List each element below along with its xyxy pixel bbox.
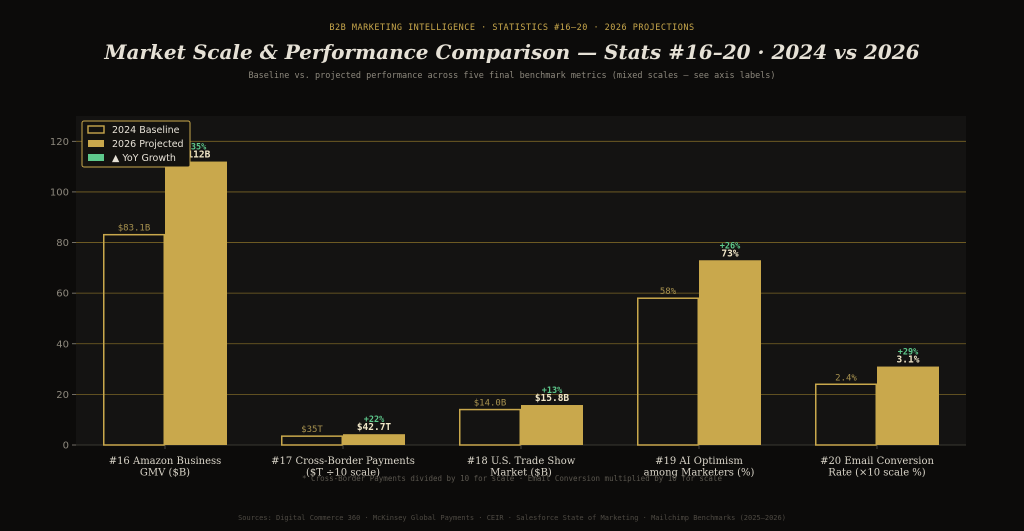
growth-label: +26%	[720, 241, 741, 251]
growth-label: +29%	[898, 348, 919, 358]
chart-kicker: B2B MARKETING INTELLIGENCE · STATISTICS …	[329, 23, 695, 33]
bar-2024-baseline	[281, 435, 343, 446]
value-label-2026: $112B	[182, 150, 211, 161]
y-tick-label: 60	[56, 289, 69, 300]
value-label-2024: $83.1B	[118, 224, 151, 234]
bar-2026-projected	[343, 434, 405, 445]
legend-label: 2026 Projected	[112, 139, 184, 150]
chart-footnote: * Cross-Border Payments divided by 10 fo…	[302, 474, 722, 483]
value-label-2024: 2.4%	[835, 373, 857, 383]
y-tick-label: 80	[56, 238, 69, 249]
chart-sources: Sources: Digital Commerce 360 · McKinsey…	[238, 514, 786, 522]
category-label: #18 U.S. Trade Show	[467, 456, 576, 467]
bar-2024-baseline	[815, 383, 877, 446]
category-label: Rate (×10 scale %)	[828, 468, 926, 479]
chart-subtitle: Baseline vs. projected performance acros…	[248, 71, 776, 81]
growth-label: +13%	[542, 386, 563, 396]
legend-swatch-2024	[87, 125, 105, 134]
category-label: #17 Cross-Border Payments	[271, 456, 415, 467]
legend-label: ▲ YoY Growth	[112, 153, 176, 164]
y-tick-label: 20	[56, 390, 69, 401]
category-label: among Marketers (%)	[644, 468, 755, 479]
y-tick-label: 0	[63, 441, 69, 452]
y-tick-label: 120	[50, 137, 69, 148]
value-label-2024: $14.0B	[474, 399, 507, 409]
category-label: #16 Amazon Business	[109, 456, 222, 467]
bar-2026-projected	[521, 405, 583, 445]
legend-swatch-growth	[88, 154, 104, 161]
category-label: GMV ($B)	[140, 468, 190, 479]
category-label: #20 Email Conversion	[820, 456, 934, 467]
value-label-2024: 58%	[660, 287, 677, 297]
legend-label: 2024 Baseline	[112, 125, 180, 136]
category-label: Market ($B)	[490, 468, 552, 479]
value-label-2026: $42.7T	[357, 422, 392, 433]
bar-2026-projected	[165, 161, 227, 446]
value-label-2026: 3.1%	[897, 355, 920, 366]
y-tick-label: 100	[50, 187, 69, 198]
value-label-2026: $15.8B	[535, 393, 570, 404]
legend-swatch-2026	[88, 140, 104, 147]
legend-box	[81, 120, 191, 168]
value-label-2024: $35T	[301, 425, 323, 435]
bar-2024-baseline	[637, 297, 699, 446]
bar-2024-baseline	[103, 233, 165, 446]
bar-2024-baseline	[459, 408, 521, 446]
category-label: ($T ÷10 scale)	[306, 468, 380, 479]
y-tick-label: 40	[56, 339, 69, 350]
category-label: #19 AI Optimism	[655, 456, 743, 467]
bar-2026-projected	[699, 260, 761, 445]
growth-label: +35%	[186, 143, 207, 153]
bar-2026-projected	[877, 366, 939, 445]
value-label-2026: 73%	[721, 248, 738, 259]
growth-label: +22%	[364, 415, 385, 425]
chart-title: Market Scale & Performance Comparison — …	[104, 40, 920, 64]
